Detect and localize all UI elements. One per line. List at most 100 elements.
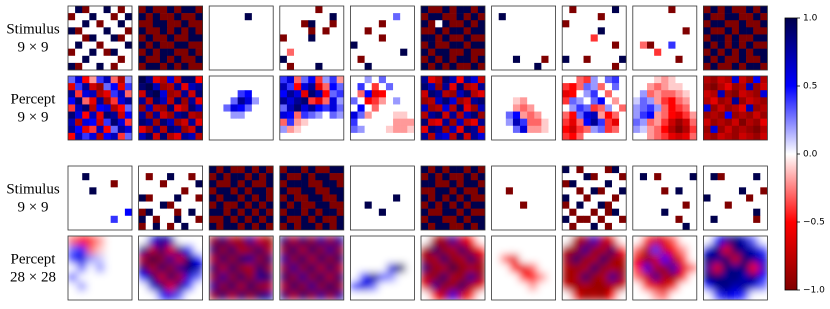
cell	[598, 173, 605, 180]
cell	[123, 273, 132, 282]
cell	[591, 119, 598, 126]
cell	[378, 282, 387, 291]
cell	[118, 166, 125, 173]
cell	[478, 63, 485, 70]
cell	[722, 282, 731, 291]
cell	[478, 216, 485, 223]
cell	[647, 119, 654, 126]
cell	[591, 126, 598, 133]
cell	[598, 20, 605, 27]
cell	[365, 119, 372, 126]
cell	[661, 20, 668, 27]
cell	[160, 209, 167, 216]
cell	[668, 104, 675, 111]
cell	[216, 56, 223, 63]
cell	[647, 216, 654, 223]
cell	[499, 97, 506, 104]
cell	[562, 254, 571, 263]
heatmap-panel	[209, 76, 273, 140]
cell	[640, 56, 647, 63]
cell	[457, 202, 464, 209]
cell	[308, 56, 315, 63]
cell	[231, 76, 238, 83]
cells	[280, 76, 344, 140]
cell	[703, 282, 712, 291]
cell	[104, 166, 111, 173]
cell	[330, 42, 337, 49]
cell	[118, 216, 125, 223]
cell	[703, 34, 710, 41]
cell	[580, 263, 589, 272]
cell	[259, 42, 266, 49]
cell	[68, 291, 77, 300]
cell	[330, 34, 337, 41]
cell	[675, 97, 682, 104]
cell	[301, 173, 308, 180]
cell	[464, 180, 471, 187]
cell	[548, 223, 555, 230]
cell	[238, 56, 245, 63]
cell	[294, 56, 301, 63]
cell	[118, 209, 125, 216]
cell	[330, 27, 337, 34]
cell	[315, 216, 322, 223]
heatmap-panel	[633, 236, 697, 300]
cell	[209, 13, 216, 20]
cell	[718, 202, 725, 209]
heatmap-panel	[703, 236, 767, 300]
cell	[379, 119, 386, 126]
cell	[231, 112, 238, 119]
cell	[139, 254, 148, 263]
cell	[464, 63, 471, 70]
cell	[435, 180, 442, 187]
cell	[223, 49, 230, 56]
cell	[255, 236, 264, 245]
cell	[534, 97, 541, 104]
cell	[576, 76, 583, 83]
cell	[259, 63, 266, 70]
cell	[548, 202, 555, 209]
cell	[379, 173, 386, 180]
cell	[647, 13, 654, 20]
cell	[619, 56, 626, 63]
cell	[259, 119, 266, 126]
cell	[746, 42, 753, 49]
cell	[308, 42, 315, 49]
cell	[337, 194, 344, 201]
cell	[75, 49, 82, 56]
cell	[223, 104, 230, 111]
cell	[619, 223, 626, 230]
cell	[711, 49, 718, 56]
cell	[337, 13, 344, 20]
cell	[125, 56, 132, 63]
cell	[612, 133, 619, 140]
cell	[231, 27, 238, 34]
cell	[617, 282, 626, 291]
cell	[520, 126, 527, 133]
cell	[703, 63, 710, 70]
cell	[68, 254, 77, 263]
cell	[546, 291, 555, 300]
cell	[307, 282, 316, 291]
cell	[647, 27, 654, 34]
cell	[89, 173, 96, 180]
cell	[605, 202, 612, 209]
cell	[337, 76, 344, 83]
cell	[571, 263, 580, 272]
cell	[519, 291, 528, 300]
cell	[506, 20, 513, 27]
cell	[125, 6, 132, 13]
cell	[315, 6, 322, 13]
cell	[435, 90, 442, 97]
cell	[753, 187, 760, 194]
cell	[421, 236, 430, 245]
cell	[612, 194, 619, 201]
cell	[287, 13, 294, 20]
cell	[209, 133, 216, 140]
cell	[223, 194, 230, 201]
cell	[259, 6, 266, 13]
cell	[167, 173, 174, 180]
cell	[619, 97, 626, 104]
heatmap-panel	[350, 166, 414, 230]
cell	[266, 126, 273, 133]
